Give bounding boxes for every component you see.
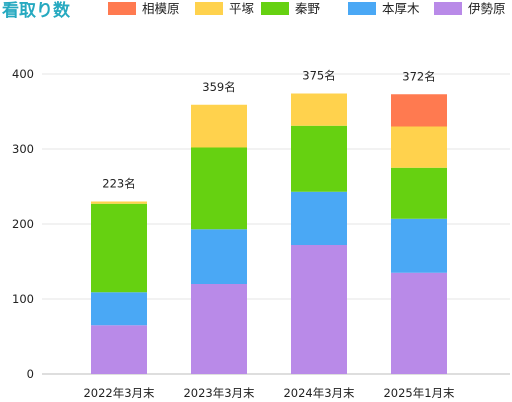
y-tick-label-2: 200	[12, 217, 34, 231]
total-label-1: 359名	[202, 80, 235, 94]
bar-2-2	[291, 125, 347, 192]
bars	[91, 93, 447, 374]
legend-label-1: 平塚	[229, 1, 255, 16]
x-axis-ticks: 2022年3月末 2023年3月末 2024年3月末 2025年1月末	[83, 386, 455, 400]
bar-2-3	[291, 93, 347, 126]
bar-2-1	[291, 191, 347, 245]
bar-3-2	[391, 167, 447, 219]
legend-swatch-4	[434, 2, 462, 15]
y-axis-ticks: 0 100 200 300 400	[12, 67, 34, 381]
total-labels: 223名 359名 375名 372名	[102, 69, 435, 191]
total-label-0: 223名	[102, 177, 135, 191]
legend-label-3: 本厚木	[382, 1, 420, 16]
bar-3-3	[391, 126, 447, 168]
y-tick-label-3: 300	[12, 142, 34, 156]
bar-1-0	[191, 284, 247, 374]
legend-swatch-3	[348, 2, 376, 15]
bar-3-0	[391, 272, 447, 374]
legend: 相模原 平塚 秦野 本厚木 伊勢原	[108, 1, 506, 16]
bar-1-1	[191, 229, 247, 284]
y-tick-label-0: 0	[27, 367, 34, 381]
legend-swatch-0	[108, 2, 136, 15]
x-tick-label-0: 2022年3月末	[83, 386, 155, 400]
x-tick-label-1: 2023年3月末	[183, 386, 255, 400]
legend-label-0: 相模原	[142, 1, 180, 16]
bar-0-3	[91, 201, 147, 204]
legend-label-4: 伊勢原	[468, 1, 506, 16]
y-tick-label-1: 100	[12, 292, 34, 306]
chart-title: 看取り数	[1, 0, 71, 21]
bar-0-0	[91, 325, 147, 374]
legend-swatch-2	[261, 2, 289, 15]
total-label-2: 375名	[302, 69, 335, 83]
x-tick-label-2: 2024年3月末	[283, 386, 355, 400]
bar-1-2	[191, 147, 247, 230]
x-tick-label-3: 2025年1月末	[383, 386, 455, 400]
bar-2-0	[291, 245, 347, 374]
total-label-3: 372名	[402, 69, 435, 83]
bar-0-2	[91, 203, 147, 293]
legend-swatch-1	[195, 2, 223, 15]
bar-1-3	[191, 104, 247, 148]
bar-0-1	[91, 292, 147, 326]
y-tick-label-4: 400	[12, 67, 34, 81]
legend-label-2: 秦野	[295, 1, 321, 16]
bar-3-4	[391, 94, 447, 127]
bar-3-1	[391, 218, 447, 273]
